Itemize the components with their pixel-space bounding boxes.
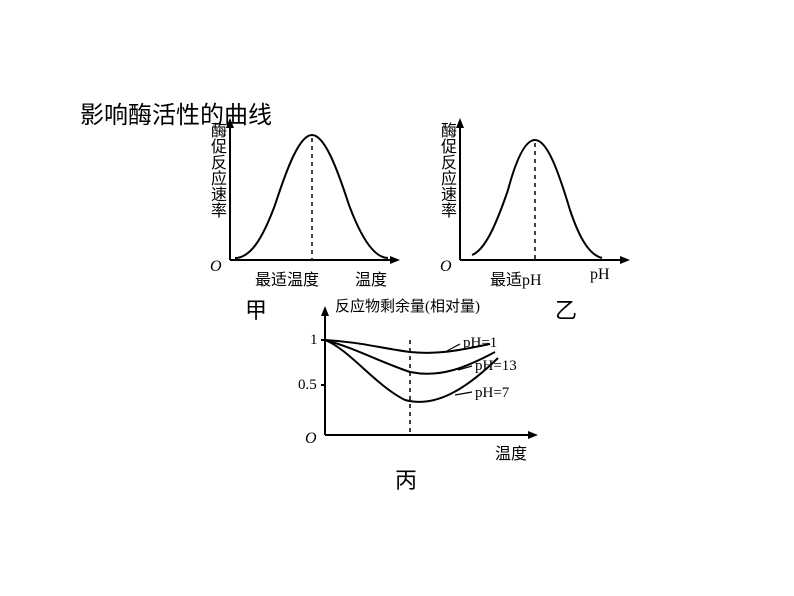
chart-c-svg (280, 300, 540, 460)
chart-b-origin: O (440, 258, 452, 276)
chart-b: 酶促反应速率 O 最适pH pH (430, 110, 630, 280)
chart-c-title: 反应物剩余量(相对量) (335, 295, 480, 316)
arrow-right-icon (390, 256, 400, 264)
chart-c: 反应物剩余量(相对量) 1 0.5 O 温度 pH=1 pH=13 pH=7 (280, 300, 540, 460)
chart-c-origin: O (305, 430, 317, 448)
arrow-right-icon (620, 256, 630, 264)
chart-a-y-label: 酶促反应速率 (208, 122, 224, 218)
panel-label-c: 丙 (395, 463, 417, 495)
chart-b-curve (472, 140, 602, 258)
chart-b-y-label: 酶促反应速率 (438, 122, 454, 218)
chart-a-xlabel: 温度 (355, 266, 387, 290)
chart-c-ytick-1: 1 (310, 332, 318, 349)
arrow-up-icon (321, 306, 329, 316)
panel-label-b: 乙 (555, 293, 577, 325)
chart-a-origin: O (210, 258, 222, 276)
chart-b-xlabel: pH (590, 266, 610, 284)
chart-c-ytick-05: 0.5 (298, 377, 317, 394)
arrow-up-icon (456, 118, 464, 128)
chart-c-series-label-0: pH=1 (463, 335, 497, 352)
chart-a-xtick: 最适温度 (255, 266, 319, 290)
chart-a: 酶促反应速率 O 最适温度 温度 (200, 110, 400, 280)
chart-a-svg (200, 110, 400, 280)
panel-label-a: 甲 (245, 293, 267, 325)
chart-c-series-label-1: pH=13 (475, 358, 517, 375)
chart-b-svg (430, 110, 630, 280)
chart-b-xtick: 最适pH (490, 266, 542, 290)
chart-c-leader-2 (455, 392, 472, 395)
arrow-right-icon (528, 431, 538, 439)
arrow-up-icon (226, 118, 234, 128)
chart-c-xlabel: 温度 (495, 440, 527, 464)
chart-c-series-label-2: pH=7 (475, 385, 509, 402)
